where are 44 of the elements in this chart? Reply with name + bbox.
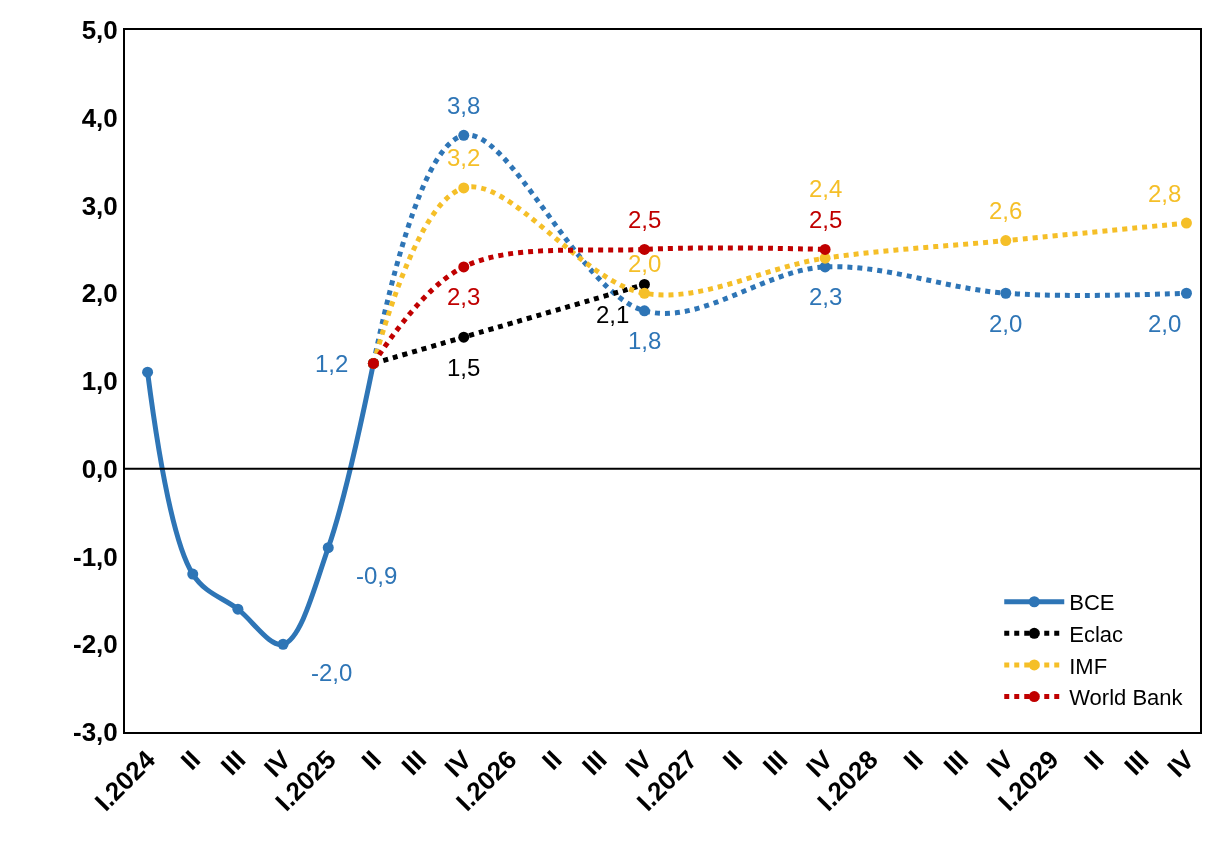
x-tick-label: III (576, 744, 613, 781)
x-tick-label: II (355, 744, 387, 776)
data-label: 2,1 (596, 301, 630, 328)
data-label: 2,4 (809, 175, 843, 202)
y-tick-label: -1,0 (72, 541, 118, 572)
data-label: 2,0 (989, 310, 1023, 337)
data-label: -2,0 (311, 659, 353, 686)
x-tick-label: II (897, 744, 929, 776)
x-tick-label: III (1118, 744, 1155, 781)
data-label: 2,3 (447, 283, 481, 310)
data-label: 2,0 (1148, 310, 1182, 337)
x-tick-label: II (536, 744, 568, 776)
data-label: 1,8 (628, 327, 662, 354)
x-tick-label: II (1078, 744, 1110, 776)
y-tick-label: 1,0 (81, 366, 118, 397)
x-tick-label: III (395, 744, 433, 781)
data-label: 2,3 (809, 283, 843, 310)
y-tick-label: 5,0 (81, 15, 118, 46)
x-tick-label: II (174, 744, 207, 776)
legend-label: IMF (1069, 653, 1108, 679)
data-label: 2,6 (989, 197, 1023, 224)
y-tick-label: 0,0 (81, 453, 118, 484)
legend-label: Eclac (1069, 621, 1124, 647)
y-tick-label: 3,0 (81, 190, 118, 221)
x-tick-label: IV (1161, 743, 1201, 784)
y-tick-label: 4,0 (81, 102, 118, 133)
data-label: 2,8 (1148, 180, 1182, 207)
data-label: 1,2 (315, 350, 349, 377)
data-label: 3,2 (447, 144, 481, 171)
data-label: -0,9 (356, 562, 398, 589)
data-label: 1,5 (447, 354, 481, 381)
x-tick-label: III (756, 744, 794, 781)
x-tick-label: II (716, 744, 749, 776)
y-tick-label: -3,0 (72, 717, 118, 748)
y-tick-label: -2,0 (72, 629, 118, 660)
data-label: 3,8 (447, 92, 481, 119)
y-tick-label: 2,0 (81, 278, 118, 309)
legend-label: BCE (1069, 590, 1115, 616)
x-tick-label: III (214, 744, 252, 781)
data-label: 2,5 (809, 206, 843, 233)
x-tick-label: III (937, 744, 975, 781)
legend-label: World Bank (1069, 685, 1184, 711)
data-label: 2,5 (628, 206, 662, 233)
data-label: 2,0 (628, 250, 662, 277)
